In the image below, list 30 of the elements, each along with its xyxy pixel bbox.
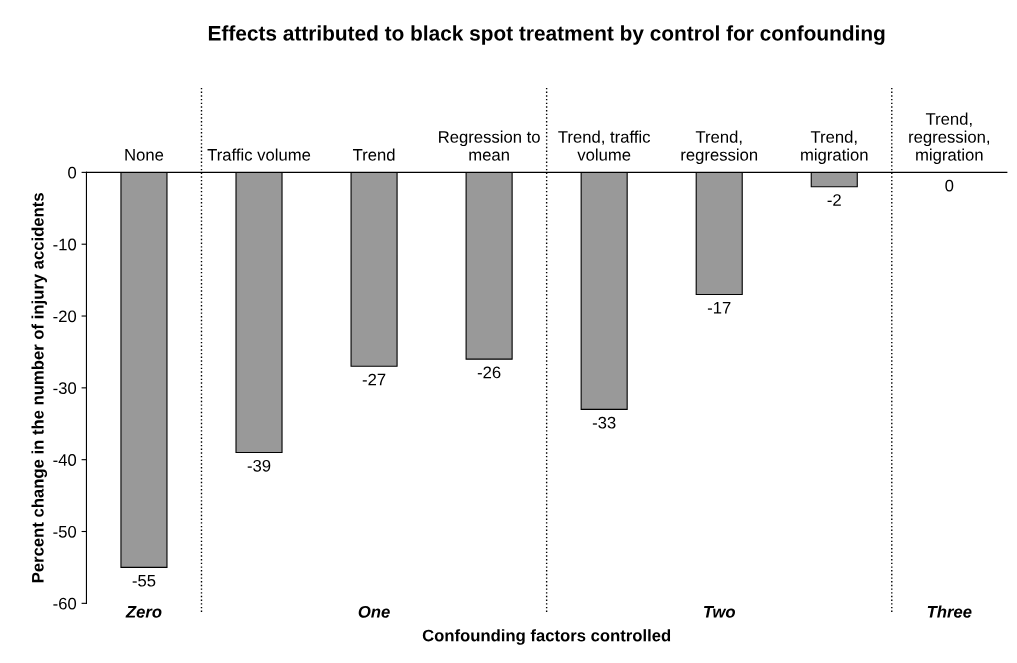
data-label: -17 xyxy=(707,302,731,314)
x-tick-label: Trend, migration xyxy=(801,130,868,165)
data-label: -27 xyxy=(362,373,386,386)
text: Two xyxy=(704,606,736,618)
x-tick-label: Trend xyxy=(352,148,395,161)
text: Zero xyxy=(125,606,162,618)
y-tick-label: -50 xyxy=(53,525,77,538)
text: One xyxy=(358,605,390,618)
data-label: 0 xyxy=(945,179,954,192)
y-tick-label: -30 xyxy=(53,382,77,395)
y-axis-title: Percent change in the number of injury accidents xyxy=(31,193,48,583)
x-tick-label: Regression to mean xyxy=(439,130,540,161)
x-tick-label: None xyxy=(125,149,164,161)
chart-title: Effects attributed to black spot treatment by control for confounding xyxy=(208,25,885,45)
x-tick-label: Trend, regression, migration xyxy=(909,112,990,165)
data-label: -39 xyxy=(247,459,271,472)
x-tick-label: Traffic volume xyxy=(207,148,311,161)
data-label: -33 xyxy=(592,416,616,429)
data-label: -55 xyxy=(132,574,156,587)
y-tick-label: -20 xyxy=(53,310,77,323)
y-tick-label: 0 xyxy=(68,166,77,179)
x-tick-label: Trend, regression xyxy=(681,130,758,165)
y-tick-label: -40 xyxy=(53,454,77,466)
text: Three xyxy=(927,605,972,618)
x-axis-title: Confounding factors controlled xyxy=(422,629,671,645)
data-label: -2 xyxy=(827,194,841,206)
data-label: -26 xyxy=(477,366,501,379)
y-tick-label: -10 xyxy=(53,238,77,251)
x-tick-label: Trend, traffic volume xyxy=(558,130,651,161)
y-tick-label: -60 xyxy=(53,597,77,610)
